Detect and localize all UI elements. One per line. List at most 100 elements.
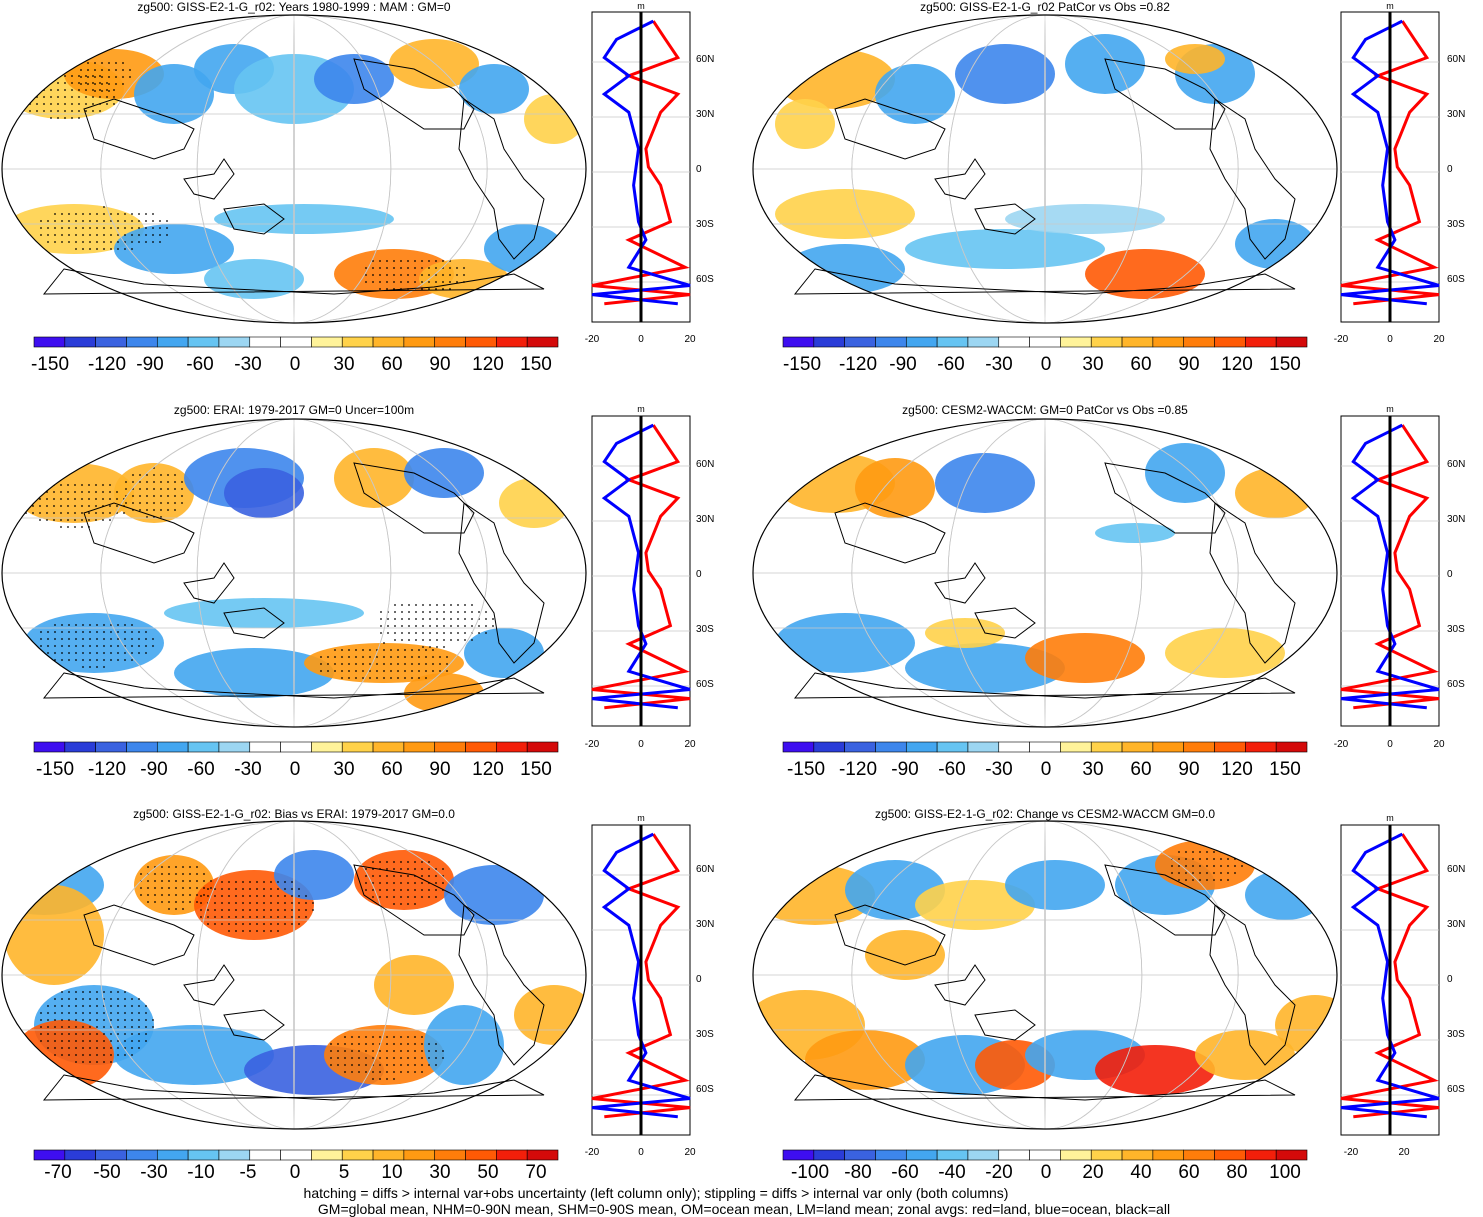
stipple-dot (145, 220, 147, 222)
stipple-dot (435, 875, 437, 877)
stipple-dot (96, 213, 98, 215)
stipple-dot (415, 611, 417, 613)
stipple-dot (175, 880, 177, 882)
stipple-dot (277, 895, 279, 897)
coastline-5-5 (353, 864, 475, 936)
stipple-dot (161, 894, 163, 896)
stipple-dot (103, 631, 105, 633)
coastline-5-4 (458, 904, 545, 1066)
stipple-dot (443, 604, 445, 606)
stipple-dot (414, 260, 416, 262)
stipple-dot (393, 1057, 395, 1059)
stipple-dot (464, 625, 466, 627)
stipple-dot (96, 1005, 98, 1007)
stipple-dot (138, 652, 140, 654)
stipple-dot (429, 625, 431, 627)
stipple-dot (25, 498, 27, 500)
stipple-dot (401, 604, 403, 606)
map-title-4: zg500: CESM2-WACCM: GM=0 PatCor vs Obs =… (902, 403, 1188, 417)
stipple-dot (89, 248, 91, 250)
stipple-dot (411, 670, 413, 672)
stipple-dot (228, 902, 230, 904)
panel-5: zg500: GISS-E2-1-G_r02: Bias vs ERAI: 19… (1, 807, 714, 1183)
stipple-dot (372, 267, 374, 269)
stipple-dot (414, 889, 416, 891)
stipple-dot (443, 611, 445, 613)
stipple-dot (492, 618, 494, 620)
coast-group-5-4 (458, 904, 545, 1066)
colorbar-label-6-9: 60 (1178, 1162, 1199, 1183)
colorbar-swatch-4-13 (1152, 741, 1185, 753)
stipple-dot (103, 1061, 105, 1063)
stipple-dot (89, 1047, 91, 1049)
stipple-dot (355, 656, 357, 658)
colorbar-label-3-7: 30 (333, 759, 354, 780)
profile-ytick-5-1: 60N (696, 864, 714, 875)
stipple-dot (1178, 858, 1180, 860)
stipple-dot (138, 227, 140, 229)
stipple-3-3 (40, 624, 154, 668)
colorbar-label-2-10: 120 (1221, 354, 1253, 375)
colorbar-swatch-4-1 (782, 741, 815, 753)
stipple-dot (249, 930, 251, 932)
stipple-dot (152, 213, 154, 215)
stipple-dot (39, 519, 41, 521)
stipple-dot (1206, 858, 1208, 860)
stipple-dot (196, 880, 198, 882)
stipple-dot (88, 498, 90, 500)
stipple-dot (113, 96, 115, 98)
stipple-dot (1220, 872, 1222, 874)
stipple-dot (189, 887, 191, 889)
stipple-dot (334, 663, 336, 665)
stipple-dot (182, 866, 184, 868)
colorbar-label-3-2: -120 (88, 759, 126, 780)
stipple-dot (46, 498, 48, 500)
stipple-dot (393, 882, 395, 884)
stipple-dot (390, 656, 392, 658)
coast-group-1-1 (83, 98, 195, 160)
stipple-dot (393, 896, 395, 898)
stipple-dot (145, 1033, 147, 1035)
colorbar-label-4-1: -150 (787, 759, 825, 780)
colorbar-label-2-5: -30 (985, 354, 1012, 375)
ocean-profile-2 (1340, 19, 1440, 306)
profile-ytick-1-1: 60N (696, 54, 714, 65)
colorbar-swatch-6-6 (936, 1149, 969, 1161)
stipple-dot (103, 645, 105, 647)
stipple-dot (298, 902, 300, 904)
stipple-dot (124, 248, 126, 250)
stipple-dot (277, 916, 279, 918)
stipple-dot (408, 618, 410, 620)
stipple-dot (358, 1071, 360, 1073)
stipple-dot (82, 1026, 84, 1028)
colorbar-label-2-3: -90 (889, 354, 916, 375)
stipple-dot (320, 670, 322, 672)
stipple-dot (54, 645, 56, 647)
stipple-dot (393, 1043, 395, 1045)
footer-line-1: hatching = diffs > internal var+obs unce… (304, 1185, 1009, 1201)
colorbar-swatch-2-17 (1275, 336, 1308, 348)
stipple-dot (132, 481, 134, 483)
stipple-dot (393, 903, 395, 905)
stipple-dot (428, 1050, 430, 1052)
stipple-dot (298, 909, 300, 911)
anomaly-blob-2-4 (1065, 34, 1145, 94)
stipple-dot (175, 873, 177, 875)
colorbar-label-3-1: -150 (36, 759, 74, 780)
stipple-dot (36, 89, 38, 91)
coast-group-1-2 (183, 158, 235, 200)
stipple-dot (110, 1033, 112, 1035)
colorbar-swatch-3-7 (218, 741, 251, 753)
stipple-dot (408, 632, 410, 634)
stipple-dot (75, 1005, 77, 1007)
stipple-dot (22, 96, 24, 98)
stipple-dot (67, 526, 69, 528)
stipple-dot (362, 656, 364, 658)
anomaly-blob-6-4 (1005, 860, 1105, 910)
profile-xtick-5-1: -20 (585, 1147, 600, 1158)
stipple-dot (291, 888, 293, 890)
coastline-6-1 (834, 904, 946, 966)
stipple-dot (401, 625, 403, 627)
profile-ytick-3-5: 60S (696, 679, 714, 690)
stipple-5-5 (330, 1036, 444, 1080)
